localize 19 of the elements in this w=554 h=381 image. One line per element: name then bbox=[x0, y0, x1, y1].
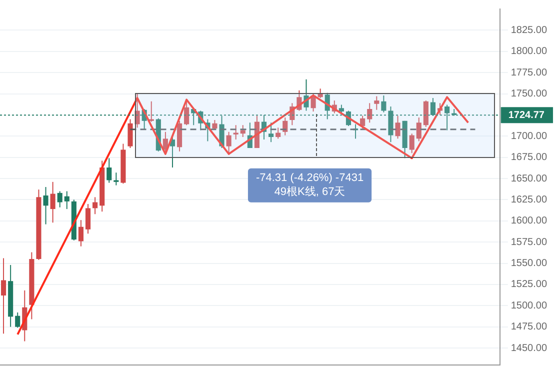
y-tick-label: 1525.00 bbox=[510, 279, 548, 290]
y-tick-label: 1575.00 bbox=[510, 236, 548, 248]
y-tick-label: 1600.00 bbox=[510, 216, 548, 227]
y-tick-label: 1700.00 bbox=[510, 130, 548, 142]
y-tick-label: 1675.00 bbox=[510, 152, 548, 164]
y-tick-label: 1650.00 bbox=[510, 173, 548, 184]
annotation: 49根K线, 67天 bbox=[274, 184, 346, 198]
y-tick-label: 1625.00 bbox=[510, 194, 548, 206]
y-tick-label: 1450.00 bbox=[510, 342, 548, 354]
candlestick bbox=[148, 101, 154, 122]
y-tick-label: 1825.00 bbox=[510, 24, 548, 36]
ref-line-label: 1724.77 bbox=[508, 110, 545, 121]
y-tick-label: 1750.00 bbox=[510, 88, 548, 100]
annotation: -74.31 (-4.26%) -7431 bbox=[256, 172, 364, 184]
y-tick-label: 1550.00 bbox=[510, 258, 548, 270]
y-tick-label: 1475.00 bbox=[510, 322, 548, 333]
y-tick-label: 1800.00 bbox=[510, 46, 548, 58]
y-tick-label: 1775.00 bbox=[510, 67, 548, 78]
y-tick-label: 1500.00 bbox=[510, 300, 548, 312]
